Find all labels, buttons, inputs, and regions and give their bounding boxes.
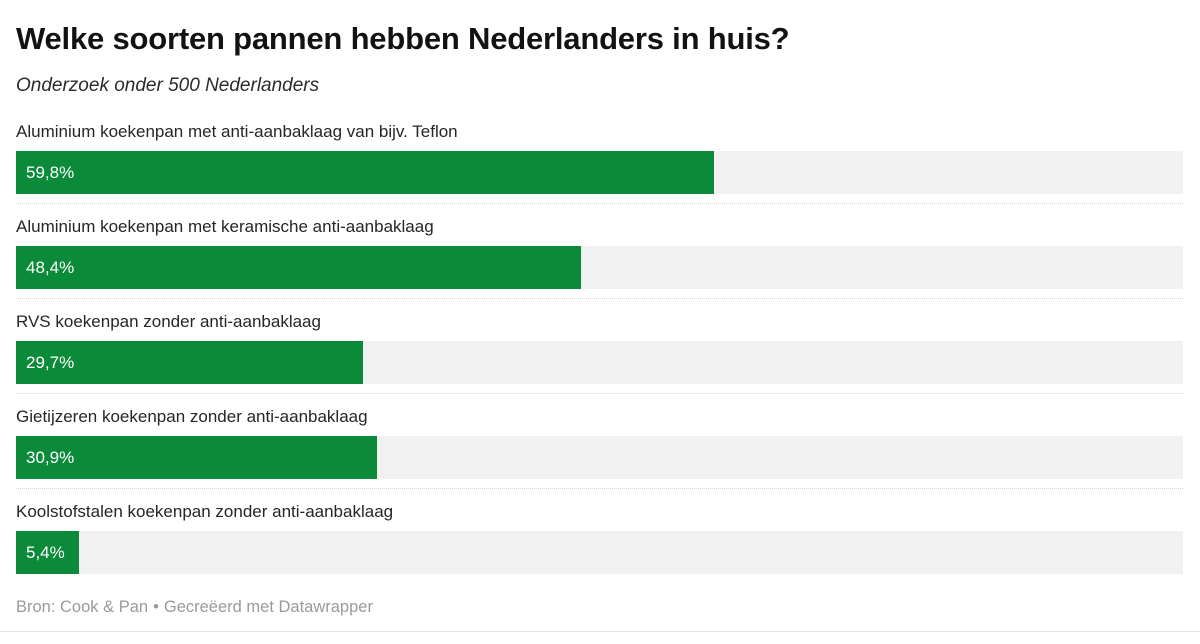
bar[interactable]: 48,4%	[16, 246, 581, 289]
chart-title: Welke soorten pannen hebben Nederlanders…	[16, 21, 790, 56]
bar-category-label: Aluminium koekenpan met anti-aanbaklaag …	[16, 122, 458, 141]
bar-row: Gietijzeren koekenpan zonder anti-aanbak…	[16, 407, 1183, 489]
bar-track: 5,4%	[16, 531, 1183, 574]
bar-row: Koolstofstalen koekenpan zonder anti-aan…	[16, 502, 1183, 574]
datawrapper-credit-link[interactable]: Gecreëerd met Datawrapper	[163, 598, 373, 616]
bar[interactable]: 5,4%	[16, 531, 80, 574]
bar-category-label: Aluminium koekenpan met keramische anti-…	[16, 217, 434, 236]
bar-row: Aluminium koekenpan met keramische anti-…	[16, 217, 1183, 299]
bar-value-label: 59,8%	[26, 162, 75, 182]
chart-content: Welke soorten pannen hebben Nederlanders…	[16, 21, 1183, 617]
bar-row: Aluminium koekenpan met anti-aanbaklaag …	[16, 122, 1183, 204]
bar-track: 30,9%	[16, 436, 1183, 479]
bar-track: 29,7%	[16, 341, 1183, 384]
bar-value-label: 30,9%	[26, 447, 75, 467]
source-text: Bron: Cook & Pan	[16, 598, 149, 616]
bar[interactable]: 59,8%	[16, 151, 714, 194]
bars: Aluminium koekenpan met anti-aanbaklaag …	[16, 122, 1183, 574]
chart-subtitle: Onderzoek onder 500 Nederlanders	[16, 75, 320, 96]
bar-track: 48,4%	[16, 246, 1183, 289]
bottom-border	[0, 631, 1200, 632]
bar-value-label: 48,4%	[26, 257, 75, 277]
bar[interactable]: 30,9%	[16, 436, 377, 479]
bar-category-label: Gietijzeren koekenpan zonder anti-aanbak…	[16, 407, 368, 426]
bar-row: RVS koekenpan zonder anti-aanbaklaag 29,…	[16, 312, 1183, 394]
bar-track: 59,8%	[16, 151, 1183, 194]
bar[interactable]: 29,7%	[16, 341, 363, 384]
bar-value-label: 29,7%	[26, 352, 75, 372]
bar-value-label: 5,4%	[26, 542, 65, 562]
chart-footer: Bron: Cook & Pan • Gecreëerd met Datawrapp…	[16, 598, 1183, 617]
bar-category-label: RVS koekenpan zonder anti-aanbaklaag	[16, 312, 321, 331]
footer-separator: •	[153, 598, 159, 616]
bar-category-label: Koolstofstalen koekenpan zonder anti-aan…	[16, 502, 394, 521]
